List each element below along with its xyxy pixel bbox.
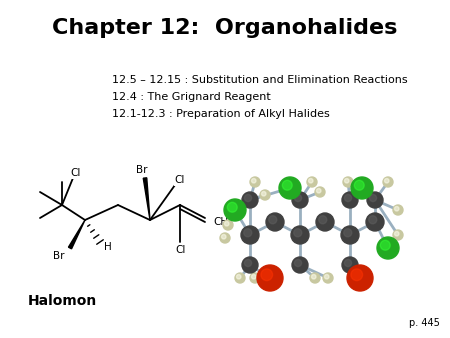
Circle shape bbox=[341, 226, 359, 244]
Circle shape bbox=[347, 265, 373, 291]
Circle shape bbox=[235, 273, 245, 283]
Circle shape bbox=[244, 229, 252, 237]
Text: Br: Br bbox=[54, 251, 65, 261]
Circle shape bbox=[291, 226, 309, 244]
Circle shape bbox=[383, 177, 393, 187]
Text: 12.5 – 12.15 : Substitution and Elimination Reactions: 12.5 – 12.15 : Substitution and Eliminat… bbox=[112, 75, 408, 85]
Circle shape bbox=[367, 192, 383, 208]
Circle shape bbox=[311, 274, 316, 279]
Circle shape bbox=[377, 237, 399, 259]
Polygon shape bbox=[143, 178, 150, 220]
Circle shape bbox=[252, 178, 256, 183]
Circle shape bbox=[366, 213, 384, 231]
Circle shape bbox=[225, 221, 229, 226]
Circle shape bbox=[315, 187, 325, 197]
Circle shape bbox=[351, 177, 373, 199]
Circle shape bbox=[395, 232, 399, 236]
Circle shape bbox=[344, 259, 351, 267]
Circle shape bbox=[380, 240, 390, 250]
Circle shape bbox=[307, 177, 317, 187]
Circle shape bbox=[244, 259, 252, 267]
Text: Cl: Cl bbox=[176, 245, 186, 255]
Circle shape bbox=[393, 205, 403, 215]
Circle shape bbox=[344, 229, 352, 237]
Circle shape bbox=[344, 194, 351, 201]
Circle shape bbox=[393, 230, 403, 240]
Text: CH₂: CH₂ bbox=[213, 217, 233, 227]
Text: Cl: Cl bbox=[175, 175, 185, 185]
Circle shape bbox=[244, 194, 252, 201]
Circle shape bbox=[294, 259, 302, 267]
Circle shape bbox=[242, 192, 258, 208]
Text: Chapter 12:  Organohalides: Chapter 12: Organohalides bbox=[52, 18, 398, 38]
Circle shape bbox=[345, 178, 349, 183]
Circle shape bbox=[261, 269, 273, 281]
Circle shape bbox=[294, 194, 302, 201]
Polygon shape bbox=[68, 220, 85, 249]
Circle shape bbox=[220, 233, 230, 243]
Text: H: H bbox=[104, 242, 112, 252]
Circle shape bbox=[310, 273, 320, 283]
Circle shape bbox=[342, 192, 358, 208]
Circle shape bbox=[351, 269, 363, 281]
Circle shape bbox=[316, 213, 334, 231]
Text: Cl: Cl bbox=[71, 168, 81, 178]
Circle shape bbox=[252, 274, 256, 279]
Circle shape bbox=[241, 226, 259, 244]
Circle shape bbox=[266, 213, 284, 231]
Circle shape bbox=[384, 178, 389, 183]
Circle shape bbox=[354, 180, 364, 190]
Circle shape bbox=[316, 189, 321, 193]
Circle shape bbox=[319, 216, 327, 224]
Text: p. 445: p. 445 bbox=[409, 318, 440, 328]
Text: 12.1-12.3 : Preparation of Alkyl Halides: 12.1-12.3 : Preparation of Alkyl Halides bbox=[112, 109, 330, 119]
Circle shape bbox=[292, 192, 308, 208]
Text: Halomon: Halomon bbox=[27, 294, 97, 308]
Circle shape bbox=[250, 177, 260, 187]
Circle shape bbox=[292, 257, 308, 273]
Circle shape bbox=[395, 207, 399, 211]
Circle shape bbox=[250, 273, 260, 283]
Circle shape bbox=[324, 274, 329, 279]
Circle shape bbox=[323, 273, 333, 283]
Circle shape bbox=[309, 178, 313, 183]
Circle shape bbox=[342, 257, 358, 273]
Circle shape bbox=[294, 229, 302, 237]
Circle shape bbox=[261, 192, 266, 196]
Circle shape bbox=[260, 190, 270, 200]
Circle shape bbox=[279, 177, 301, 199]
Circle shape bbox=[369, 216, 377, 224]
Circle shape bbox=[237, 274, 241, 279]
Circle shape bbox=[223, 220, 233, 230]
Circle shape bbox=[242, 257, 258, 273]
Circle shape bbox=[224, 199, 246, 221]
Text: 12.4 : The Grignard Reagent: 12.4 : The Grignard Reagent bbox=[112, 92, 271, 102]
Circle shape bbox=[257, 265, 283, 291]
Circle shape bbox=[269, 216, 277, 224]
Circle shape bbox=[369, 194, 377, 201]
Circle shape bbox=[343, 177, 353, 187]
Circle shape bbox=[227, 202, 237, 212]
Circle shape bbox=[221, 235, 226, 239]
Circle shape bbox=[282, 180, 292, 190]
Text: Br: Br bbox=[136, 165, 148, 175]
